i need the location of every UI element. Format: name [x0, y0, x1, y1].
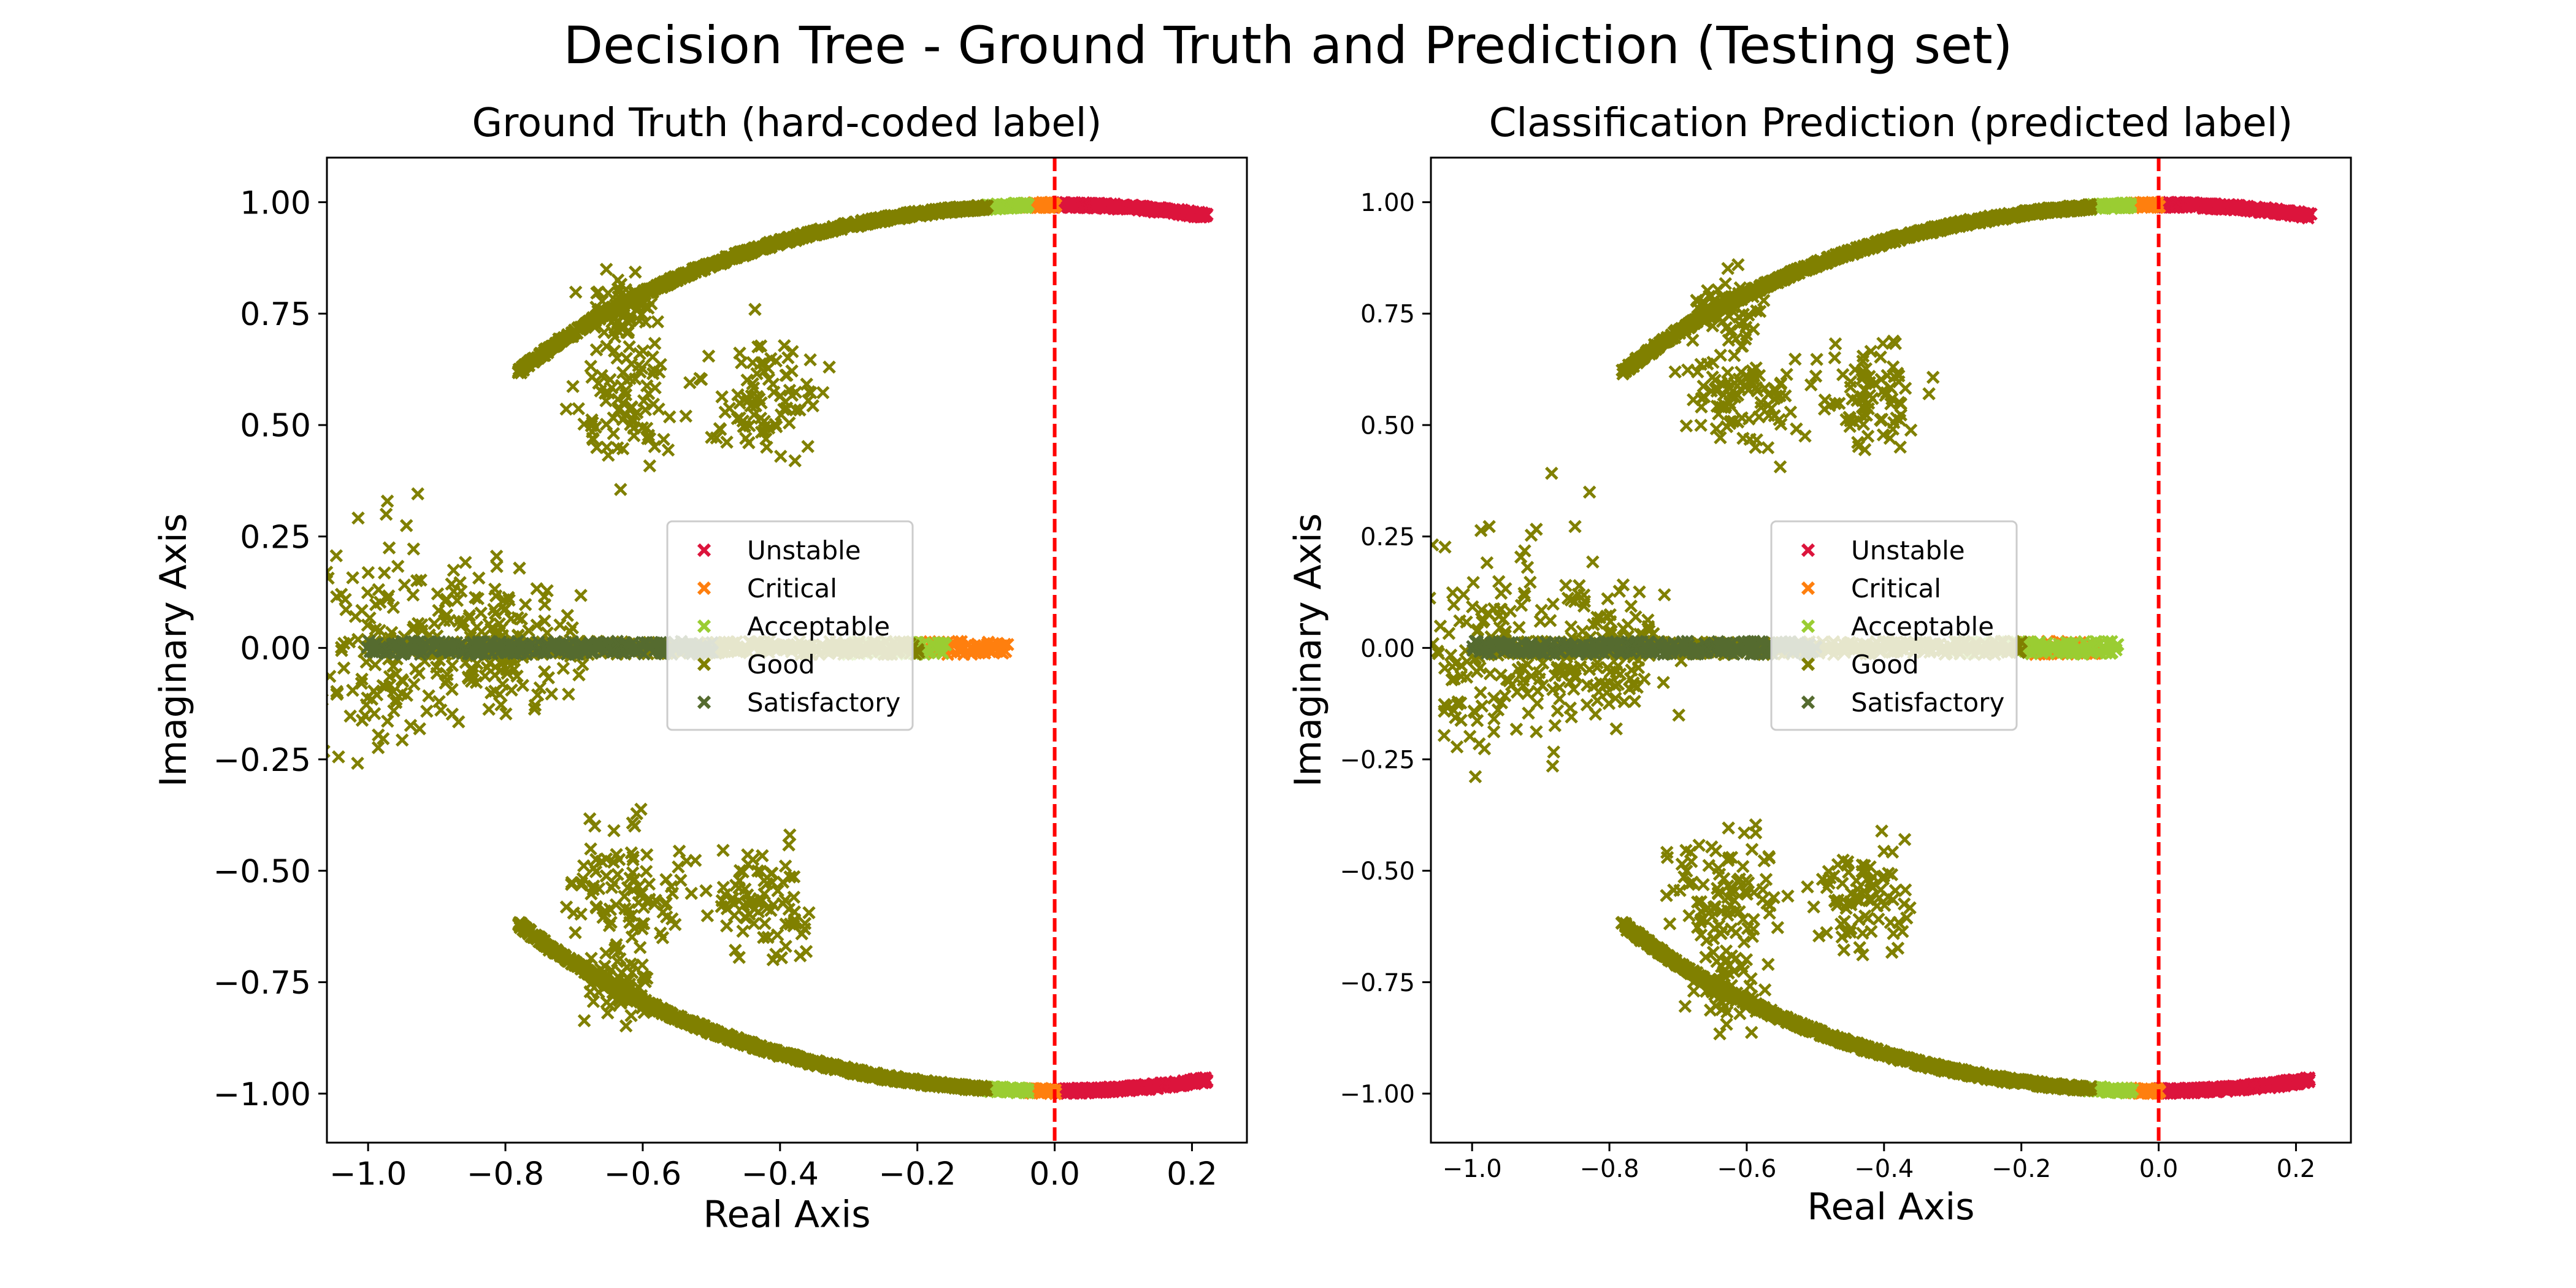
plot-area-ground-truth: [327, 158, 1214, 1143]
y-tick-label: −1.00: [213, 1076, 311, 1113]
x-tick-label: −0.8: [467, 1156, 544, 1193]
y-tick-label: −0.75: [1340, 969, 1415, 997]
legend-ground-truth: Unstable Critical Acceptable Good Satisfacto…: [666, 520, 914, 731]
x-tick-label: 0.0: [1029, 1156, 1080, 1193]
legend-marker-unstable: [1801, 543, 1815, 558]
x-tick-label: 0.2: [1167, 1156, 1217, 1193]
y-tick-label: −0.75: [213, 965, 311, 1002]
legend-label-unstable: Unstable: [747, 535, 861, 565]
panel-ground-truth: Ground Truth (hard-coded label) −1.0 −0.8…: [152, 101, 1248, 1236]
y-tick-label: 0.75: [1360, 301, 1415, 329]
x-tick-label: −1.0: [329, 1156, 407, 1193]
legend-box: [666, 520, 914, 731]
legend-marker-good: [1801, 657, 1815, 672]
legend-marker-satisfactory: [697, 695, 711, 710]
y-tick-label: −0.50: [213, 853, 311, 890]
y-axis-label-ground-truth: Imaginary Axis: [152, 513, 195, 787]
legend-label-acceptable: Acceptable: [747, 611, 890, 642]
panel-prediction: Classification Prediction (predicted lab…: [1287, 101, 2352, 1229]
y-tick-label: 0.00: [1360, 635, 1415, 663]
y-tick-label: −0.25: [213, 742, 311, 779]
y-tick-label: 0.50: [240, 408, 311, 445]
y-tick-label: 0.50: [1360, 412, 1415, 440]
x-tick-label: −0.6: [1717, 1155, 1776, 1183]
legend-label-good: Good: [747, 650, 815, 680]
legend-label-critical: Critical: [747, 573, 837, 604]
panel-title-prediction: Classification Prediction (predicted lab…: [1489, 101, 2293, 146]
axes-ground-truth: −1.0 −0.8 −0.6 −0.4 −0.2 0.0 0.2 1.00 0.75 0.50 0.…: [213, 156, 1248, 1193]
legend-box: [1770, 520, 2018, 731]
x-tick-label: 0.2: [2277, 1155, 2316, 1183]
legend-marker-good: [697, 657, 711, 672]
legend-label-critical: Critical: [1851, 573, 1941, 604]
scatter-points: [1431, 196, 2318, 1100]
legend-prediction: Unstable Critical Acceptable Good Satisfacto…: [1770, 520, 2018, 731]
x-tick-label: −0.6: [604, 1156, 681, 1193]
legend-marker-acceptable: [1801, 619, 1815, 634]
axes-frame: [1430, 156, 2352, 1144]
axes-prediction: −1.0 −0.8 −0.6 −0.4 −0.2 0.0 0.2 1.00 0.75 0.50 0.…: [1340, 156, 2352, 1183]
legend-marker-unstable: [697, 543, 711, 558]
x-tick-label: −0.4: [1854, 1155, 1914, 1183]
series-good: [1431, 197, 2098, 1097]
y-tick-label: 0.25: [1360, 523, 1415, 551]
scatter-points: [327, 196, 1214, 1100]
legend-label-satisfactory: Satisfactory: [747, 688, 900, 718]
legend-marker-critical: [1801, 581, 1815, 596]
x-axis-label-ground-truth: Real Axis: [703, 1194, 871, 1236]
y-axis-label-prediction: Imaginary Axis: [1287, 513, 1330, 787]
series-unstable: [1046, 196, 1214, 1100]
series-good: [327, 199, 994, 1098]
y-tick-label: −0.50: [1340, 857, 1415, 886]
panel-title-ground-truth: Ground Truth (hard-coded label): [472, 101, 1102, 146]
legend-label-good: Good: [1851, 650, 1919, 680]
legend-marker-critical: [697, 581, 711, 596]
figure-suptitle: Decision Tree - Ground Truth and Predict…: [564, 15, 2013, 75]
series-satisfactory: [1466, 634, 1823, 662]
x-axis-label-prediction: Real Axis: [1807, 1186, 1975, 1229]
y-tick-label: 0.25: [240, 519, 311, 556]
x-tick-label: −0.4: [742, 1156, 819, 1193]
legend-label-acceptable: Acceptable: [1851, 611, 1994, 642]
plot-area-prediction: [1431, 158, 2318, 1143]
x-tick-label: 0.0: [2139, 1155, 2179, 1183]
legend-marker-acceptable: [697, 619, 711, 634]
x-tick-label: −0.2: [1991, 1155, 2051, 1183]
legend-label-unstable: Unstable: [1851, 535, 1965, 565]
y-tick-label: 1.00: [1360, 189, 1415, 217]
x-tick-label: −0.2: [879, 1156, 956, 1193]
y-tick-label: −0.25: [1340, 746, 1415, 774]
axes-frame: [326, 156, 1248, 1144]
x-tick-label: −0.8: [1579, 1155, 1639, 1183]
y-tick-label: 1.00: [240, 185, 311, 221]
legend-label-satisfactory: Satisfactory: [1851, 688, 2004, 718]
y-tick-label: 0.00: [240, 631, 311, 667]
legend-marker-satisfactory: [1801, 695, 1815, 710]
y-tick-label: 0.75: [240, 296, 311, 333]
y-tick-label: −1.00: [1340, 1080, 1415, 1108]
x-tick-label: −1.0: [1443, 1155, 1502, 1183]
